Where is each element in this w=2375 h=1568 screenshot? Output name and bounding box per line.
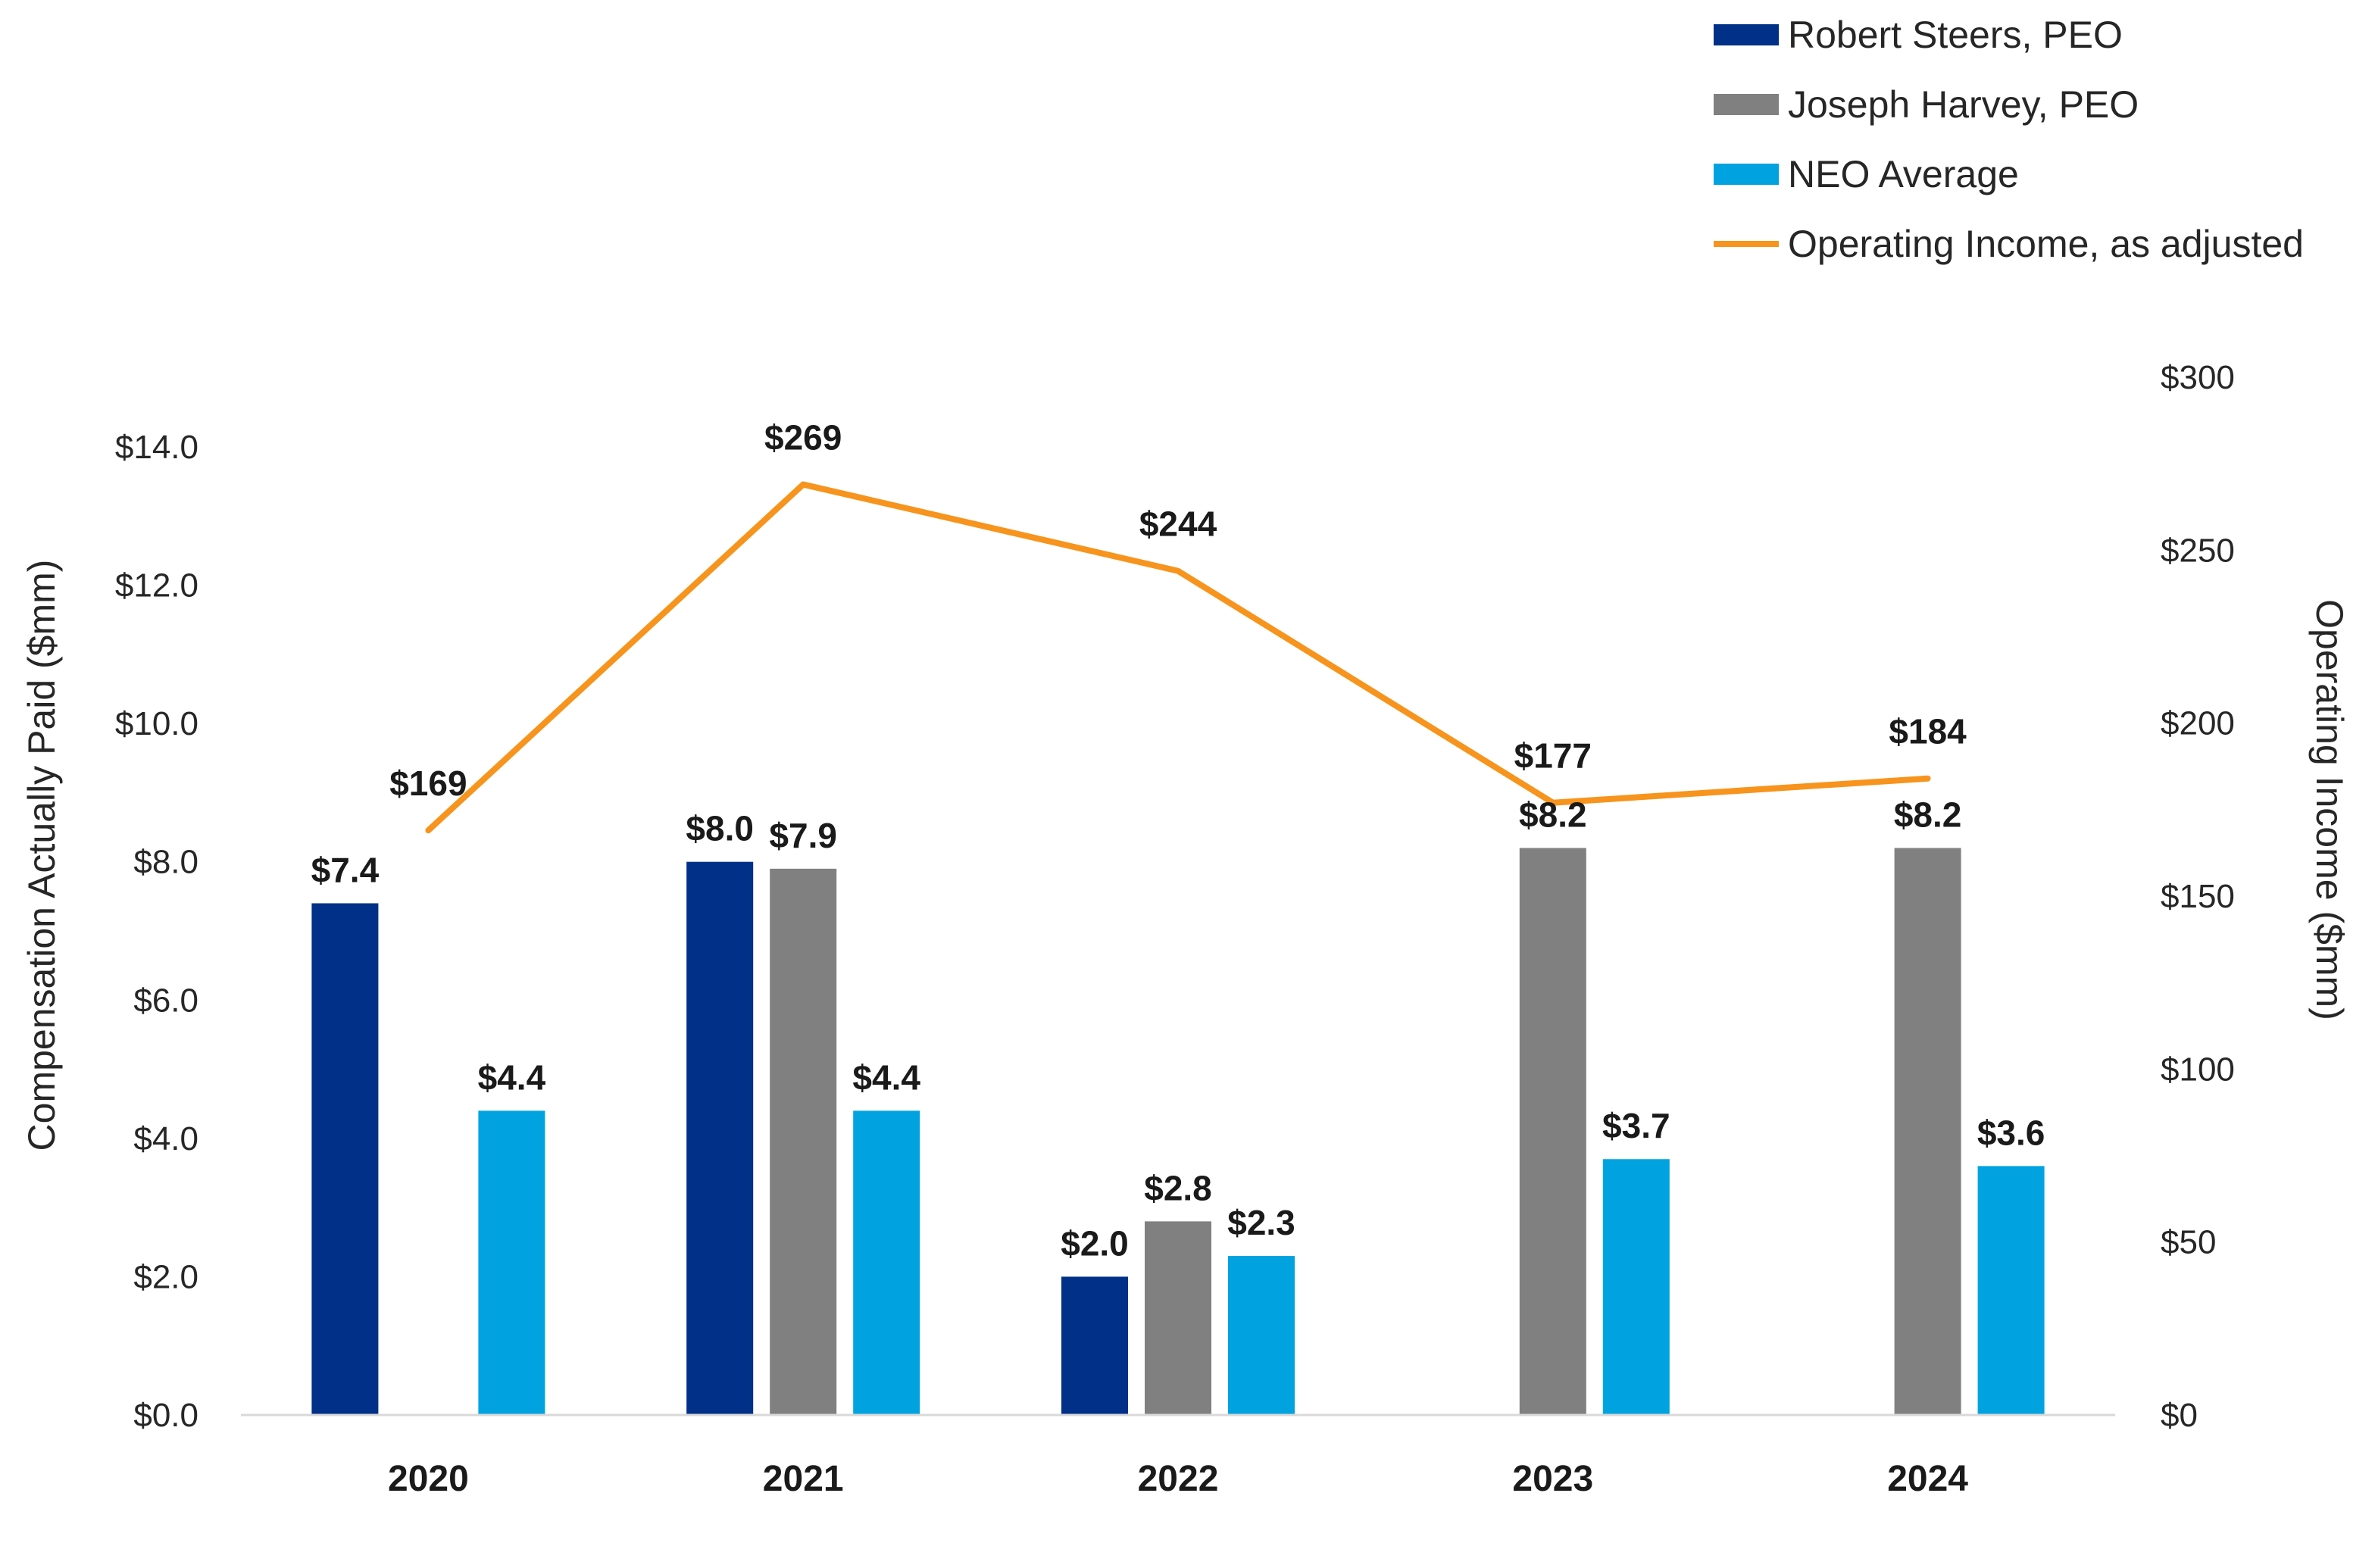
right-tick-label: $250 — [2161, 532, 2235, 569]
bar-data-label: $8.2 — [1894, 795, 1962, 834]
operating-income-point — [427, 829, 430, 832]
bar-robert-steers-peo-2021 — [686, 861, 754, 1415]
x-category-label: 2020 — [388, 1459, 469, 1499]
legend-label: Robert Steers, PEO — [1788, 14, 2123, 56]
bar-joseph-harvey-peo-2021 — [770, 868, 837, 1415]
line-data-label: $177 — [1514, 736, 1592, 776]
line-data-label: $184 — [1889, 712, 1967, 751]
right-tick-label: $0 — [2161, 1397, 2198, 1434]
operating-income-point — [1552, 801, 1554, 804]
operating-income-line-layer — [425, 481, 1931, 834]
operating-income-point — [802, 483, 805, 486]
x-category-label: 2021 — [763, 1459, 844, 1499]
line-data-label: $244 — [1139, 504, 1217, 544]
left-tick-label: $0.0 — [133, 1397, 198, 1434]
left-tick-label: $6.0 — [133, 982, 198, 1019]
left-axis-title: Compensation Actually Paid ($mm) — [20, 560, 63, 1151]
bar-data-label: $3.6 — [1977, 1113, 2045, 1152]
operating-income-point — [1927, 777, 1929, 779]
bar-data-label: $8.2 — [1519, 795, 1587, 834]
bar-data-label: $2.8 — [1144, 1168, 1212, 1207]
left-tick-label: $2.0 — [133, 1258, 198, 1295]
bar-data-label: $7.9 — [769, 816, 837, 855]
legend-label: Joseph Harvey, PEO — [1788, 83, 2139, 126]
legend: Robert Steers, PEO Joseph Harvey, PEO NEO … — [1714, 14, 2304, 265]
left-axis: $0.0 $2.0 $4.0 $6.0 $8.0 $10.0 $12.0 $14.0 Compe… — [20, 429, 198, 1434]
right-axis: $0 $50 $100 $150 $200 $250 $300 Operating Incom… — [2161, 359, 2351, 1434]
bar-data-label: $7.4 — [311, 850, 380, 889]
line-data-label: $169 — [389, 764, 467, 803]
bar-data-label: $8.0 — [686, 809, 754, 848]
bar-neo-average-2021 — [853, 1110, 920, 1415]
x-category-label: 2023 — [1512, 1459, 1593, 1499]
right-tick-label: $100 — [2161, 1051, 2235, 1088]
operating-income-point — [1177, 570, 1179, 572]
legend-label: NEO Average — [1788, 153, 2019, 195]
legend-label: Operating Income, as adjusted — [1788, 223, 2304, 265]
x-category-label: 2022 — [1138, 1459, 1219, 1499]
bar-robert-steers-peo-2022 — [1061, 1276, 1128, 1415]
x-category-label: 2024 — [1887, 1459, 1968, 1499]
bar-data-label: $2.0 — [1061, 1223, 1129, 1263]
legend-swatch — [1714, 94, 1779, 115]
left-tick-label: $4.0 — [133, 1120, 198, 1157]
bar-data-label: $4.4 — [852, 1057, 920, 1097]
right-tick-label: $300 — [2161, 359, 2235, 396]
right-tick-label: $200 — [2161, 705, 2235, 742]
line-data-label: $269 — [764, 418, 842, 458]
bar-neo-average-2023 — [1602, 1159, 1670, 1415]
bars — [311, 848, 2045, 1415]
data-labels: $7.4 $8.0 $2.0 $7.9 $2.8 $8.2 $8.2 $4.4 $4.4 $2.3… — [311, 418, 2045, 1263]
bar-neo-average-2022 — [1228, 1256, 1295, 1415]
bar-neo-average-2020 — [478, 1110, 545, 1415]
right-tick-label: $50 — [2161, 1224, 2216, 1261]
bar-robert-steers-peo-2020 — [311, 903, 379, 1415]
right-axis-title: Operating Income ($mm) — [2308, 599, 2351, 1020]
bar-data-label: $4.4 — [478, 1057, 546, 1097]
bar-neo-average-2024 — [1977, 1166, 2045, 1415]
bar-data-label: $3.7 — [1602, 1106, 1670, 1145]
bar-data-label: $2.3 — [1227, 1203, 1295, 1242]
left-tick-label: $10.0 — [115, 705, 198, 742]
left-tick-label: $8.0 — [133, 844, 198, 881]
left-tick-label: $12.0 — [115, 567, 198, 604]
legend-swatch — [1714, 164, 1779, 185]
bar-joseph-harvey-peo-2023 — [1519, 848, 1586, 1415]
bar-joseph-harvey-peo-2024 — [1894, 848, 1961, 1415]
legend-swatch — [1714, 24, 1779, 45]
left-tick-label: $14.0 — [115, 429, 198, 466]
x-axis: 2020 2021 2022 2023 2024 — [241, 1413, 2115, 1499]
bar-joseph-harvey-peo-2022 — [1145, 1221, 1211, 1415]
right-tick-label: $150 — [2161, 878, 2235, 915]
